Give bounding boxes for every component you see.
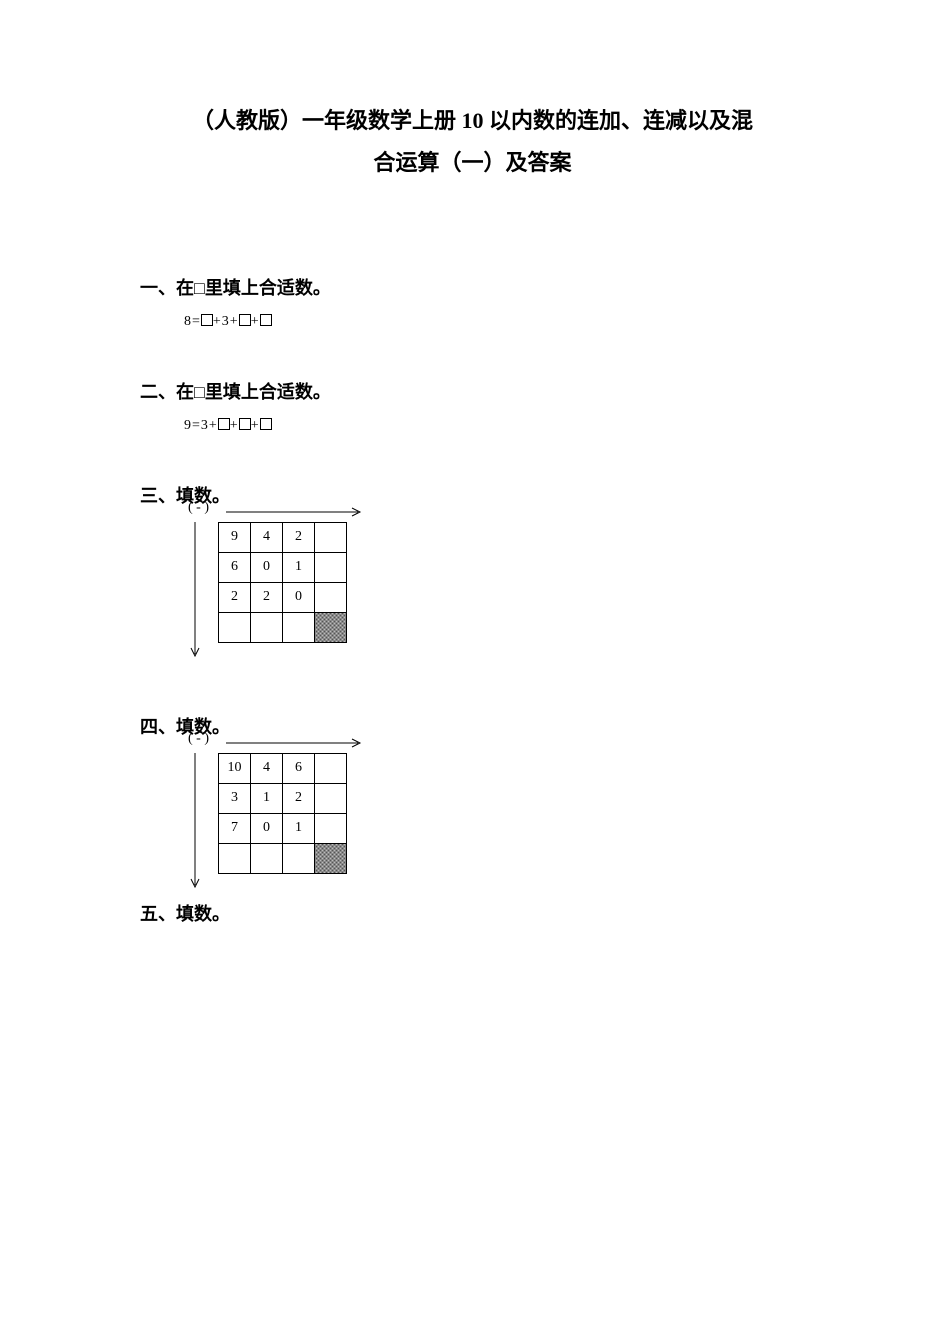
- expr1-mid: +3+: [213, 314, 239, 329]
- table-cell: 0: [251, 552, 283, 582]
- section-4-heading: 四、填数。: [140, 713, 805, 739]
- table-cell: 6: [283, 753, 315, 783]
- table-cell: [315, 612, 347, 642]
- table-cell: 2: [283, 783, 315, 813]
- table-cell: 2: [251, 582, 283, 612]
- table-cell: 7: [219, 813, 251, 843]
- section-4-table: 1046312701: [218, 753, 347, 874]
- table-cell: [315, 753, 347, 783]
- table-cell: 1: [251, 783, 283, 813]
- table-cell: [283, 612, 315, 642]
- table-cell: 0: [283, 582, 315, 612]
- title-line-1: （人教版）一年级数学上册 10 以内数的连加、连减以及混: [140, 100, 805, 142]
- table-cell: [315, 843, 347, 873]
- table-cell: [251, 843, 283, 873]
- vertical-arrow-icon: [190, 753, 200, 893]
- table-cell: 3: [219, 783, 251, 813]
- vertical-arrow-icon: [190, 522, 200, 662]
- table-cell: [219, 843, 251, 873]
- blank-box: [260, 418, 272, 430]
- section-5: 五、填数。: [140, 900, 805, 926]
- table-cell: [315, 552, 347, 582]
- blank-box: [218, 418, 230, 430]
- blank-box: [239, 314, 251, 326]
- table-cell: 9: [219, 522, 251, 552]
- table-cell: 2: [283, 522, 315, 552]
- section-5-heading: 五、填数。: [140, 900, 805, 926]
- horizontal-arrow-icon: [226, 507, 366, 517]
- section-2: 二、在□里填上合适数。 9=3+ + +: [140, 378, 805, 434]
- plus: +: [230, 418, 239, 433]
- table-cell: 0: [251, 813, 283, 843]
- minus-label: ( - ): [188, 731, 209, 747]
- section-2-expression: 9=3+ + +: [184, 418, 805, 434]
- table-cell: [315, 783, 347, 813]
- section-4: 四、填数。 ( - ) 1046312701: [140, 713, 805, 874]
- table-cell: 1: [283, 552, 315, 582]
- page-title: （人教版）一年级数学上册 10 以内数的连加、连减以及混 合运算（一）及答案: [140, 100, 805, 184]
- table-cell: [219, 612, 251, 642]
- section-4-diagram: ( - ) 1046312701: [190, 753, 805, 874]
- expr2-prefix: 9=3+: [184, 418, 218, 433]
- blank-box: [201, 314, 213, 326]
- table-cell: [283, 843, 315, 873]
- table-cell: 4: [251, 522, 283, 552]
- table-cell: [251, 612, 283, 642]
- blank-box: [260, 314, 272, 326]
- table-cell: 10: [219, 753, 251, 783]
- section-2-heading: 二、在□里填上合适数。: [140, 378, 805, 404]
- section-3-diagram: ( - ) 942601220: [190, 522, 805, 643]
- minus-label: ( - ): [188, 500, 209, 516]
- table-cell: 2: [219, 582, 251, 612]
- section-1: 一、在□里填上合适数。 8= +3+ +: [140, 274, 805, 330]
- section-3-table: 942601220: [218, 522, 347, 643]
- section-3-heading: 三、填数。: [140, 482, 805, 508]
- expr1-prefix: 8=: [184, 314, 201, 329]
- table-cell: [315, 813, 347, 843]
- table-cell: 6: [219, 552, 251, 582]
- title-line-2: 合运算（一）及答案: [140, 142, 805, 184]
- table-cell: [315, 522, 347, 552]
- plus: +: [251, 418, 260, 433]
- blank-box: [239, 418, 251, 430]
- plus: +: [251, 314, 260, 329]
- section-3: 三、填数。 ( - ) 942601220: [140, 482, 805, 643]
- section-1-expression: 8= +3+ +: [184, 314, 805, 330]
- table-cell: 4: [251, 753, 283, 783]
- section-1-heading: 一、在□里填上合适数。: [140, 274, 805, 300]
- table-cell: 1: [283, 813, 315, 843]
- table-cell: [315, 582, 347, 612]
- horizontal-arrow-icon: [226, 738, 366, 748]
